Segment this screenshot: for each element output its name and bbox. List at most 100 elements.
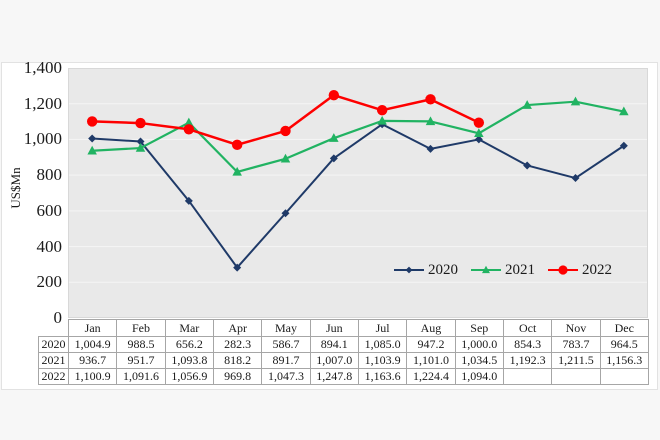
table-cell: 1,091.6 — [116, 368, 166, 385]
data-point — [619, 106, 629, 116]
table-cell: 1,163.6 — [357, 368, 408, 385]
data-point — [377, 115, 387, 125]
y-axis-tick-label: 400 — [36, 236, 63, 256]
data-point — [558, 265, 568, 275]
table-row-label: 2020 — [38, 336, 69, 353]
table-cell: 1,093.8 — [164, 352, 214, 369]
data-point — [87, 145, 97, 155]
table-cell: 1,100.9 — [67, 368, 118, 385]
table-cell — [551, 368, 601, 385]
table-column-header: Jan — [67, 319, 118, 337]
data-point — [135, 143, 146, 152]
table-cell: 586.7 — [261, 336, 311, 353]
table-cell — [599, 368, 649, 385]
data-point — [522, 100, 532, 109]
table-cell: 1,094.0 — [454, 368, 504, 385]
table-cell: 656.2 — [164, 336, 214, 353]
data-point — [376, 105, 388, 116]
legend-label: 2022 — [582, 262, 612, 278]
y-axis-tick-label: 200 — [36, 272, 63, 292]
legend-item-2020: 2020 — [394, 261, 458, 279]
y-axis-title: US$Mn — [8, 167, 23, 209]
table-column-header: May — [261, 319, 311, 337]
data-point — [183, 124, 195, 135]
table-corner-cell — [39, 320, 69, 337]
plot-area — [68, 68, 648, 318]
table-cell — [502, 368, 553, 385]
data-point — [88, 134, 97, 143]
y-axis-tick-label: 600 — [36, 200, 63, 220]
y-axis-tick-label: 1,400 — [23, 58, 62, 77]
legend-marker-2021-icon — [471, 265, 501, 274]
table-cell: 951.7 — [116, 352, 166, 369]
table-row-label: 2022 — [38, 368, 69, 385]
table-cell: 947.2 — [406, 336, 456, 353]
data-point — [619, 141, 628, 150]
table-cell: 1,034.5 — [454, 352, 504, 369]
data-point — [280, 125, 291, 137]
data-point — [329, 154, 338, 163]
table-column-header: Mar — [164, 319, 214, 337]
y-axis-tick-label: 1,000 — [23, 129, 62, 149]
table-column-header: Aug — [406, 319, 456, 337]
table-column-header: Nov — [551, 319, 601, 337]
series-line-2021 — [87, 96, 629, 176]
table-row-label: 2021 — [38, 352, 69, 369]
data-point — [329, 133, 339, 142]
data-point — [474, 135, 483, 144]
table-column-header: Feb — [116, 319, 166, 337]
table-cell: 1,056.9 — [164, 368, 214, 385]
table-cell: 1,103.9 — [357, 352, 408, 369]
data-point — [280, 153, 291, 163]
data-point — [474, 128, 484, 138]
data-point — [425, 94, 436, 105]
data-point — [233, 263, 242, 272]
table-cell: 1,211.5 — [551, 352, 601, 369]
data-point — [570, 96, 581, 106]
table-cell: 964.5 — [599, 336, 649, 353]
table-cell: 1,000.0 — [454, 336, 504, 353]
data-table: Jan Feb Mar Apr May Jun Jul Aug Sep Oct Nov Dec 2020… — [38, 319, 649, 385]
table-cell: 1,192.3 — [502, 352, 553, 369]
data-point — [426, 144, 435, 153]
table-cell: 969.8 — [212, 368, 263, 385]
table-cell: 891.7 — [261, 352, 311, 369]
table-row: 2020 1,004.9 988.5 656.2 282.3 586.7 894.1 1,08… — [38, 336, 649, 353]
y-axis-tick-label: 0 — [53, 308, 63, 327]
data-point — [523, 161, 532, 170]
table-cell: 1,247.8 — [309, 368, 359, 385]
table-cell: 1,004.9 — [67, 336, 118, 353]
data-point — [86, 116, 98, 127]
legend-label: 2020 — [428, 262, 458, 278]
legend-marker-2020-icon — [394, 266, 424, 274]
legend-item-2021: 2021 — [471, 261, 535, 279]
data-point — [405, 266, 413, 274]
y-axis-tick-label: 800 — [36, 165, 63, 185]
table-column-header: Dec — [599, 319, 649, 337]
table-cell: 282.3 — [212, 336, 263, 353]
table-cell: 854.3 — [502, 336, 553, 353]
data-point — [184, 117, 194, 127]
table-cell: 1,007.0 — [309, 352, 359, 369]
table-column-header: Sep — [454, 319, 504, 337]
table-column-header: Apr — [212, 319, 263, 337]
table-cell: 1,047.3 — [261, 368, 311, 385]
table-cell: 988.5 — [116, 336, 166, 353]
legend-marker-2022-icon — [548, 265, 578, 275]
series-plot — [68, 68, 648, 318]
data-point — [328, 89, 340, 101]
table-cell: 1,156.3 — [599, 352, 649, 369]
data-point — [184, 196, 193, 205]
legend-item-2022: 2022 — [548, 261, 612, 279]
data-point — [135, 117, 146, 129]
data-point — [473, 117, 485, 128]
table-column-header: Jun — [309, 319, 359, 337]
table-row: 2022 1,100.9 1,091.6 1,056.9 969.8 1,047.3 1,2… — [38, 368, 649, 385]
table-cell: 783.7 — [551, 336, 601, 353]
legend-label: 2021 — [505, 262, 535, 278]
table-cell: 1,085.0 — [357, 336, 408, 353]
data-point — [281, 209, 290, 218]
table-column-header: Oct — [502, 319, 553, 337]
data-point — [231, 139, 243, 151]
